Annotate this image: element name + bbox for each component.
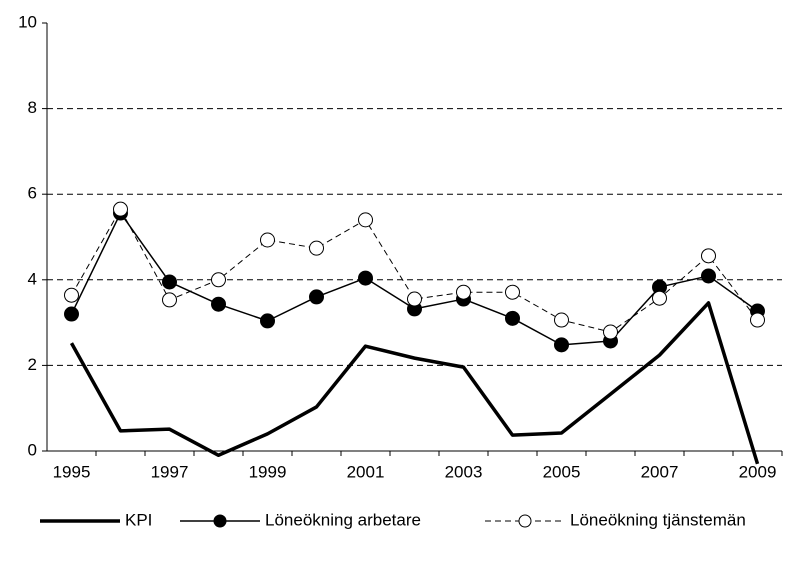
point xyxy=(358,212,373,228)
y-tick-label: 8 xyxy=(28,98,37,117)
y-tick-label: 2 xyxy=(28,355,37,374)
x-tick-label: 2003 xyxy=(445,462,483,481)
x-tick-label: 1999 xyxy=(249,462,287,481)
point xyxy=(652,290,667,306)
y-tick-label: 0 xyxy=(28,440,37,459)
point xyxy=(750,312,765,328)
point xyxy=(211,296,226,312)
point xyxy=(456,284,471,300)
x-tick-label: 1995 xyxy=(53,462,91,481)
point xyxy=(554,312,569,328)
point xyxy=(113,201,128,217)
point xyxy=(162,274,177,290)
legend-label: Löneökning arbetare xyxy=(265,510,421,529)
x-tick-label: 2005 xyxy=(543,462,581,481)
x-tick-label: 2009 xyxy=(739,462,777,481)
point xyxy=(603,324,618,340)
point xyxy=(64,306,79,322)
series-line xyxy=(71,208,758,333)
point xyxy=(211,272,226,288)
x-tick-label: 2001 xyxy=(347,462,385,481)
y-tick-label: 10 xyxy=(18,12,37,31)
point xyxy=(260,313,275,329)
point xyxy=(309,289,324,305)
x-tick-label: 2007 xyxy=(641,462,679,481)
point xyxy=(407,291,422,307)
point xyxy=(701,248,716,264)
legend-label: KPI xyxy=(125,510,152,529)
legend-label: Löneökning tjänstemän xyxy=(570,510,746,529)
y-tick-label: 6 xyxy=(28,184,37,203)
legend-marker xyxy=(213,514,227,528)
point xyxy=(701,268,716,284)
point xyxy=(309,240,324,256)
series-line xyxy=(69,301,760,465)
point xyxy=(64,287,79,303)
point xyxy=(505,310,520,326)
point xyxy=(162,292,177,308)
point xyxy=(554,337,569,353)
point xyxy=(505,284,520,300)
x-tick-label: 1997 xyxy=(151,462,189,481)
point xyxy=(358,270,373,286)
legend-marker xyxy=(518,514,532,528)
y-tick-label: 4 xyxy=(28,269,37,288)
point xyxy=(260,232,275,248)
